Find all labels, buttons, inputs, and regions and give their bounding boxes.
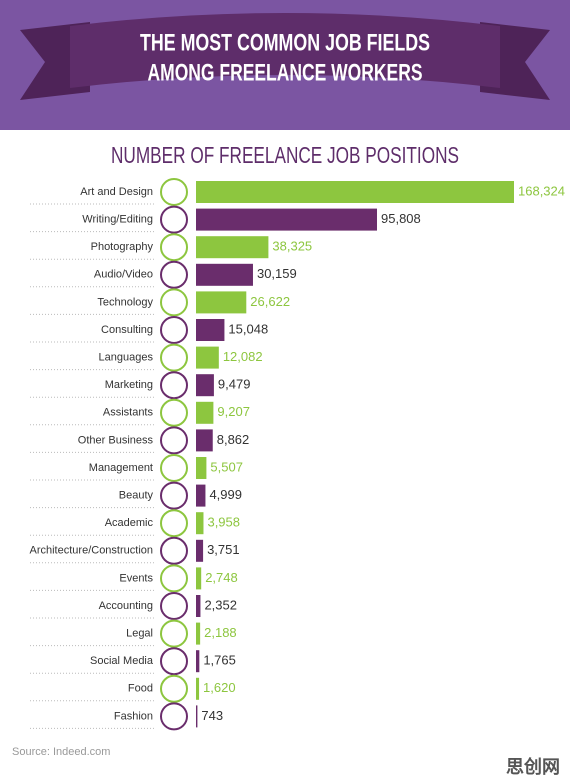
value-label: 5,507 (210, 459, 243, 474)
value-label: 4,999 (209, 487, 242, 502)
value-label: 12,082 (223, 349, 263, 364)
category-icon (160, 619, 188, 648)
bar (196, 677, 200, 700)
category-icon (160, 205, 188, 234)
category-icon (160, 316, 188, 344)
category-icon (160, 674, 188, 703)
category-label: Accounting (99, 600, 153, 612)
category-label: Legal (126, 628, 153, 640)
bar (196, 484, 206, 507)
bar (196, 622, 201, 645)
bars: Art and Design 168,324 Writing/Editing 95,8… (30, 178, 565, 731)
category-label: Fashion (114, 710, 153, 722)
bar (196, 374, 214, 397)
value-label: 95,808 (381, 211, 421, 226)
ribbon (70, 13, 500, 88)
bar (196, 650, 200, 673)
bar (196, 346, 219, 369)
category-label: Other Business (78, 434, 154, 446)
value-label: 15,048 (228, 321, 268, 336)
source: Source: Indeed.com (12, 746, 110, 758)
value-label: 1,620 (203, 680, 236, 695)
category-label: Writing/Editing (82, 214, 153, 226)
category-icon (160, 178, 188, 206)
category-icon (160, 426, 188, 455)
category-icon (160, 481, 188, 510)
title-line: THE MOST COMMON JOB FIELDS (140, 29, 430, 56)
bar (196, 401, 214, 424)
category-label: Assistants (103, 407, 154, 419)
value-label: 8,862 (217, 432, 250, 447)
category-icon (160, 509, 188, 538)
value-label: 168,324 (518, 183, 565, 198)
category-label: Marketing (105, 379, 153, 391)
bar (196, 263, 253, 286)
category-label: Social Media (90, 655, 154, 667)
value-label: 1,765 (203, 653, 236, 668)
category-icon (160, 260, 188, 289)
category-icon (160, 371, 188, 400)
category-icon (160, 536, 188, 565)
bar (196, 291, 247, 314)
category-icon (160, 288, 188, 317)
category-label: Languages (99, 352, 154, 364)
bar (196, 705, 198, 728)
bar (196, 181, 514, 203)
category-label: Academic (105, 517, 154, 529)
bar (196, 208, 378, 231)
value-label: 3,751 (207, 542, 240, 557)
category-label: Management (89, 462, 153, 474)
value-label: 9,479 (218, 377, 251, 392)
category-icon (160, 343, 188, 372)
bar (196, 236, 269, 259)
category-icon (160, 647, 188, 676)
category-icon (160, 592, 188, 620)
category-icon (160, 454, 188, 482)
value-label: 26,622 (250, 294, 290, 309)
subtitle: NUMBER OF FREELANCE JOB POSITIONS (111, 142, 459, 168)
value-label: 9,207 (217, 404, 250, 419)
category-label: Photography (91, 241, 154, 253)
value-label: 30,159 (257, 266, 297, 281)
category-label: Technology (97, 296, 153, 308)
bar (196, 595, 201, 617)
category-label: Art and Design (80, 186, 153, 198)
bar (196, 567, 202, 590)
bar (196, 539, 204, 562)
value-label: 2,748 (205, 570, 238, 585)
category-label: Beauty (119, 490, 154, 502)
value-label: 2,188 (204, 625, 237, 640)
category-icon (160, 564, 188, 593)
category-icon (160, 233, 188, 262)
bar (196, 429, 213, 452)
title-line: AMONG FREELANCE WORKERS (148, 59, 423, 86)
value-label: 743 (201, 708, 223, 723)
value-label: 2,352 (204, 597, 237, 612)
bar (196, 457, 207, 479)
category-icon (160, 702, 188, 731)
bar (196, 512, 204, 535)
bar (196, 319, 225, 341)
category-label: Consulting (101, 324, 153, 336)
category-label: Architecture/Construction (30, 545, 154, 557)
category-label: Events (119, 572, 153, 584)
category-icon (160, 398, 188, 427)
watermark: 思创网 (506, 756, 560, 777)
value-label: 3,958 (207, 515, 240, 530)
category-label: Food (128, 683, 153, 695)
value-label: 38,325 (272, 239, 312, 254)
category-label: Audio/Video (94, 269, 153, 281)
